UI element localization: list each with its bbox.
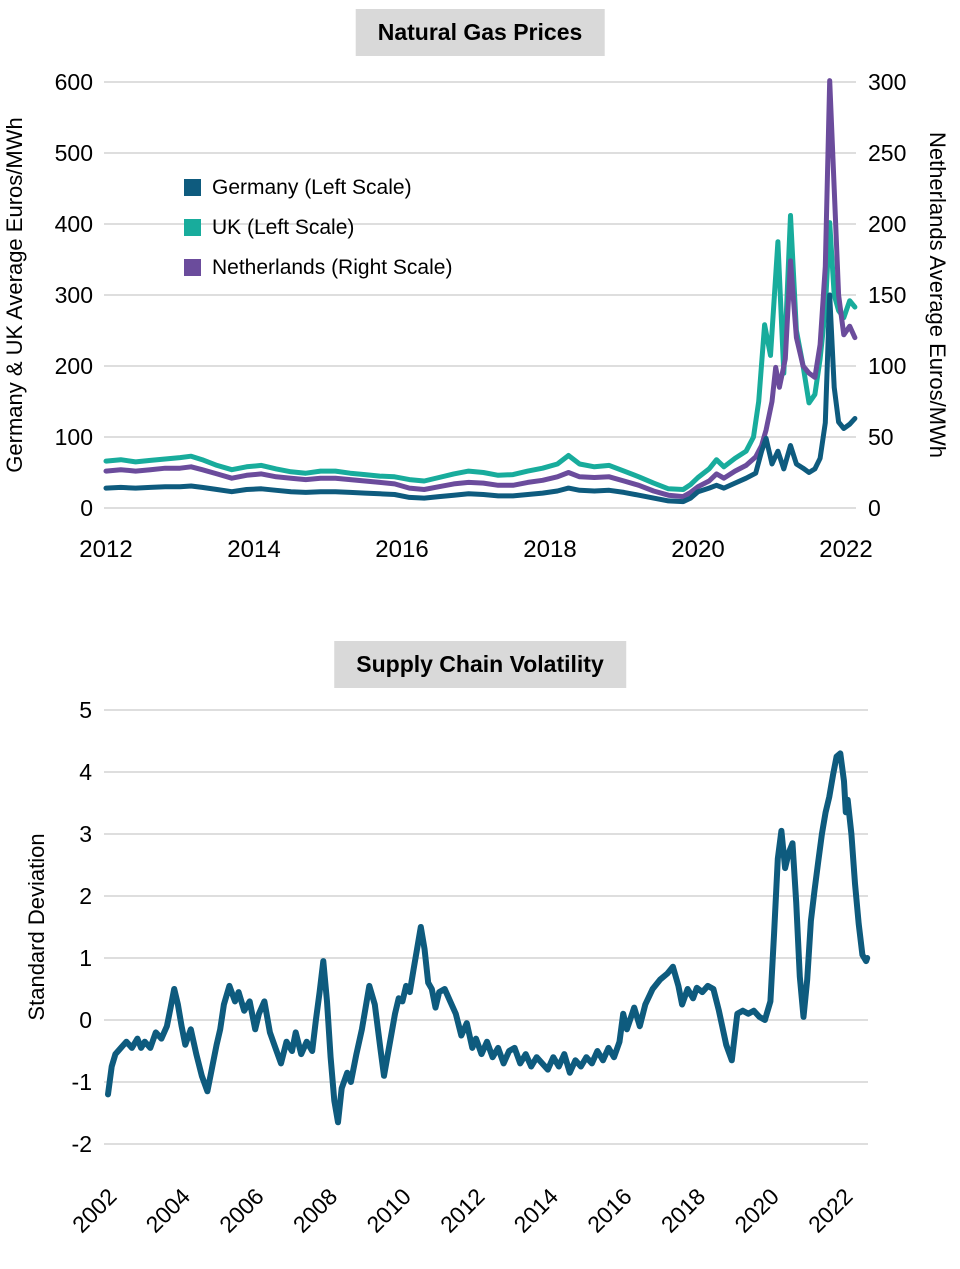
y-axis-tick: 1 xyxy=(79,945,92,971)
x-axis-tick: 2020 xyxy=(671,536,724,563)
series-line-volatility xyxy=(105,750,871,1126)
right-axis-title: Netherlands Average Euros/MWh xyxy=(925,132,950,458)
legend-label-germany: Germany (Left Scale) xyxy=(212,176,412,199)
x-axis-tick: 2014 xyxy=(227,536,280,563)
right-axis-tick: 250 xyxy=(868,140,906,166)
legend-item-germany: Germany (Left Scale) xyxy=(184,175,452,200)
y-axis-tick: 0 xyxy=(79,1007,92,1033)
gas-prices-legend: Germany (Left Scale) UK (Left Scale) Net… xyxy=(184,175,452,295)
x-axis-tick: 2006 xyxy=(214,1183,269,1238)
left-axis-tick: 300 xyxy=(55,282,93,308)
right-axis-tick: 150 xyxy=(868,282,906,308)
right-axis-tick: 300 xyxy=(868,69,906,95)
left-axis-tick: 400 xyxy=(55,211,93,237)
right-axis-tick: 100 xyxy=(868,353,906,379)
uk-swatch-icon xyxy=(184,219,201,236)
volatility-chart: 5 4 3 2 1 0 -1 -2 2002 2004 2006 2008 2010 2012 2014 20… xyxy=(24,697,871,1238)
x-axis-tick: 2002 xyxy=(67,1183,122,1238)
volatility-chart-title: Supply Chain Volatility xyxy=(334,641,626,689)
x-axis-tick: 2016 xyxy=(375,536,428,563)
y-axis-tick: -1 xyxy=(72,1069,92,1095)
y-axis-tick: 4 xyxy=(79,759,92,785)
x-axis-tick: 2014 xyxy=(509,1183,564,1238)
legend-item-uk: UK (Left Scale) xyxy=(184,215,452,240)
x-axis-tick: 2010 xyxy=(361,1183,416,1238)
y-axis-tick: 2 xyxy=(79,883,92,909)
right-axis-tick: 200 xyxy=(868,211,906,237)
x-axis-tick: 2012 xyxy=(79,536,132,563)
left-axis-title: Germany & UK Average Euros/MWh xyxy=(2,117,27,472)
right-axis-tick: 0 xyxy=(868,495,881,521)
series-line-germany xyxy=(103,292,858,505)
x-axis-tick: 2012 xyxy=(435,1183,490,1238)
legend-label-uk: UK (Left Scale) xyxy=(212,216,355,239)
left-axis-tick: 200 xyxy=(55,353,93,379)
legend-item-netherlands: Netherlands (Right Scale) xyxy=(184,255,452,280)
left-axis-tick: 500 xyxy=(55,140,93,166)
legend-label-netherlands: Netherlands (Right Scale) xyxy=(212,256,453,279)
x-axis-tick: 2018 xyxy=(656,1183,711,1238)
y-axis-title: Standard Deviation xyxy=(24,833,49,1020)
series-line-netherlands xyxy=(103,78,858,500)
x-axis-tick: 2020 xyxy=(729,1183,784,1238)
x-axis-tick: 2016 xyxy=(582,1183,637,1238)
gas-prices-chart-title: Natural Gas Prices xyxy=(355,9,605,57)
x-axis-tick: 2004 xyxy=(141,1183,196,1238)
right-axis-tick: 50 xyxy=(868,424,894,450)
y-axis-tick: 3 xyxy=(79,821,92,847)
x-axis-tick: 2022 xyxy=(819,536,872,563)
x-axis-tick: 2022 xyxy=(803,1183,858,1238)
y-axis-tick: -2 xyxy=(72,1131,92,1157)
left-axis-tick: 600 xyxy=(55,69,93,95)
left-axis-tick: 100 xyxy=(55,424,93,450)
x-axis-tick: 2008 xyxy=(288,1183,343,1238)
gas-prices-chart: 0 0 100 50 200 100 300 150 400 200 500 250 600 300 201… xyxy=(2,69,950,563)
germany-swatch-icon xyxy=(184,179,201,196)
netherlands-swatch-icon xyxy=(184,259,201,276)
y-axis-tick: 5 xyxy=(79,697,92,723)
x-axis-tick: 2018 xyxy=(523,536,576,563)
left-axis-tick: 0 xyxy=(80,495,93,521)
